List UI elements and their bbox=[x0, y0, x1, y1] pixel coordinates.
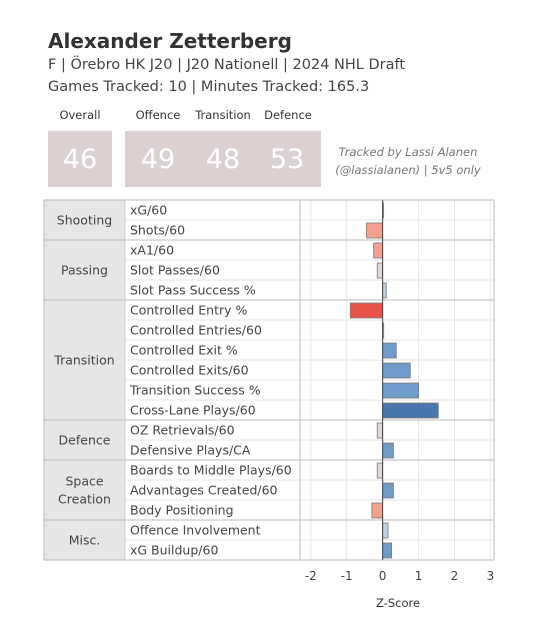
zscore-bar bbox=[382, 382, 419, 399]
x-tick-label: 2 bbox=[451, 569, 459, 583]
player-name: Alexander Zetterberg bbox=[48, 29, 292, 53]
x-tick-label: -2 bbox=[305, 569, 317, 583]
category-score-box bbox=[125, 131, 321, 187]
metric-label: Controlled Entries/60 bbox=[130, 323, 262, 338]
zscore-bar bbox=[382, 282, 387, 299]
zscore-bar bbox=[382, 342, 397, 359]
group-background bbox=[44, 240, 125, 300]
x-tick-label: 3 bbox=[487, 569, 495, 583]
tracking-info: Games Tracked: 10 | Minutes Tracked: 165… bbox=[48, 79, 370, 95]
metric-label: xG/60 bbox=[130, 203, 167, 218]
metric-label: OZ Retrievals/60 bbox=[130, 423, 235, 438]
metric-label: Controlled Entry % bbox=[130, 303, 247, 318]
zscore-bar bbox=[382, 482, 394, 499]
metric-label: Boards to Middle Plays/60 bbox=[130, 463, 292, 478]
zscore-bar bbox=[349, 302, 384, 319]
offence-label: Offence bbox=[135, 108, 181, 122]
metric-label: xG Buildup/60 bbox=[130, 543, 218, 558]
zscore-bar bbox=[382, 402, 439, 419]
credit-line-1: Tracked by Lassi Alanen bbox=[338, 145, 478, 159]
zscore-bar bbox=[376, 422, 384, 439]
metric-label: Cross-Lane Plays/60 bbox=[130, 403, 256, 418]
zscore-bar bbox=[382, 362, 411, 379]
overall-label: Overall bbox=[59, 108, 101, 122]
transition-score: 48 bbox=[205, 144, 241, 175]
group-label: Passing bbox=[61, 263, 108, 278]
zscore-bar bbox=[376, 462, 384, 479]
x-axis-label: Z-Score bbox=[376, 596, 421, 610]
metric-label: Transition Success % bbox=[129, 383, 261, 398]
group-label: Misc. bbox=[69, 533, 101, 548]
chart-frame bbox=[43, 199, 495, 561]
overall-score: 46 bbox=[62, 144, 98, 175]
tracking-credit: Tracked by Lassi Alanen (@lassialanen) |… bbox=[332, 143, 484, 179]
group-label: Space bbox=[65, 474, 103, 489]
x-tick-label: 1 bbox=[415, 569, 423, 583]
zscore-bar bbox=[382, 442, 394, 459]
metric-label: Advantages Created/60 bbox=[130, 483, 278, 498]
group-label: Defence bbox=[59, 433, 111, 448]
group-background bbox=[44, 520, 125, 560]
group-background bbox=[44, 460, 125, 520]
group-background bbox=[44, 200, 125, 240]
credit-line-2: (@lassialanen) | 5v5 only bbox=[335, 163, 481, 177]
offence-score: 49 bbox=[140, 144, 176, 175]
metric-label: Controlled Exits/60 bbox=[130, 363, 249, 378]
zscore-bar bbox=[371, 502, 384, 519]
metric-label: Controlled Exit % bbox=[130, 343, 238, 358]
metric-label: xA1/60 bbox=[130, 243, 174, 258]
zscore-bar bbox=[376, 262, 384, 279]
overall-score-box bbox=[48, 131, 112, 187]
metric-label: Body Positioning bbox=[130, 503, 234, 518]
group-label: Creation bbox=[58, 492, 111, 507]
group-background bbox=[44, 420, 125, 460]
defence-score: 53 bbox=[269, 144, 305, 175]
zscore-bar bbox=[373, 242, 384, 259]
metric-label: Defensive Plays/CA bbox=[130, 443, 251, 458]
zscore-bar bbox=[366, 222, 384, 239]
metric-label: Slot Pass Success % bbox=[130, 283, 256, 298]
group-label: Transition bbox=[53, 353, 114, 368]
group-background bbox=[44, 300, 125, 420]
transition-label: Transition bbox=[195, 108, 251, 122]
zscore-bar bbox=[382, 522, 389, 539]
player-info: F | Örebro HK J20 | J20 Nationell | 2024… bbox=[48, 57, 406, 73]
zscore-bar bbox=[382, 542, 393, 559]
x-tick-label: 0 bbox=[379, 569, 387, 583]
metric-label: Offence Involvement bbox=[130, 523, 261, 538]
group-label: Shooting bbox=[57, 213, 112, 228]
metric-label: Shots/60 bbox=[130, 223, 185, 238]
metric-label: Slot Passes/60 bbox=[130, 263, 220, 278]
defence-label: Defence bbox=[264, 108, 312, 122]
x-tick-label: -1 bbox=[341, 569, 353, 583]
